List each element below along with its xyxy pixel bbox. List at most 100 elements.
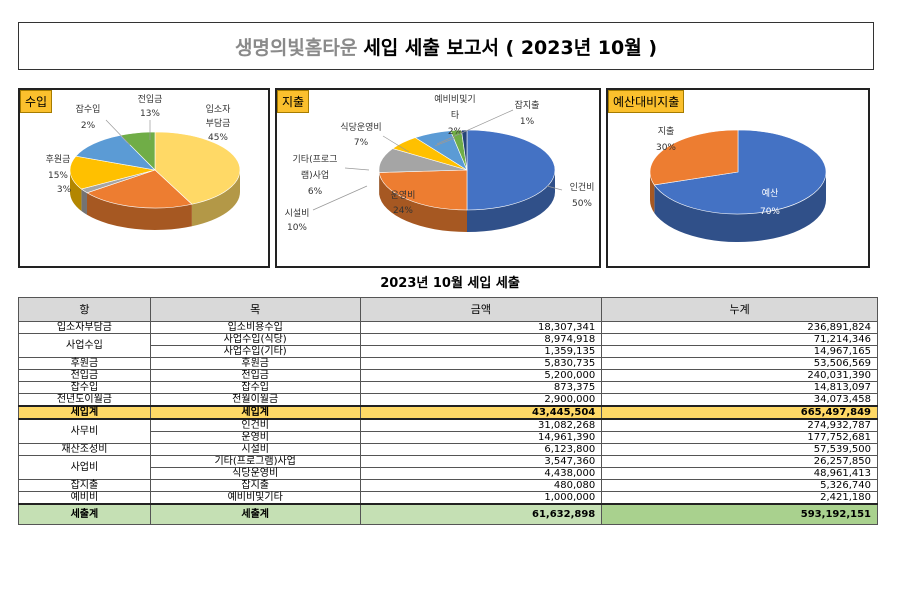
cell-section: 잡지출 — [18, 479, 151, 492]
income-label-resident-pct: 45% — [208, 133, 228, 143]
budget-table: 항 목 금액 누계 입소자부담금 입소비용수입 18,307,341 236,8… — [18, 297, 878, 525]
cell-section: 사업비 — [18, 455, 151, 480]
income-pie-chart: 입소자 부담금 45% 전입금 13% 잡수입 2% 후원금 15% 3% — [46, 93, 241, 230]
income-label-misc: 잡수입 — [76, 103, 101, 115]
cell-section: 세입계 — [18, 405, 151, 420]
cell-cumulative: 274,932,787 — [601, 418, 878, 432]
cell-item: 잡지출 — [149, 479, 361, 492]
pie-side-운영비 — [379, 172, 467, 232]
income-label-transfer-pct: 13% — [140, 109, 160, 119]
pie-side-예산 — [654, 172, 826, 242]
cell-item: 기타(프로그램)사업 — [149, 455, 361, 468]
income-leader-misc — [105, 119, 131, 146]
expense-label-program: 기타(프로그 — [293, 154, 338, 165]
cell-item: 전입금 — [149, 369, 361, 382]
budget-label-budget: 예산 — [762, 188, 779, 199]
income-label-resident-2: 부담금 — [206, 117, 231, 129]
cell-item: 후원금 — [149, 357, 361, 370]
expense-label-cafeteria-pct: 7% — [354, 138, 369, 148]
expense-label-operation-pct: 24% — [393, 206, 413, 216]
table-row: 입소자부담금 입소비용수입 18,307,341 236,891,824 — [18, 321, 878, 334]
budget-label-budget-pct: 70% — [760, 207, 780, 217]
cell-amount: 1,359,135 — [359, 345, 603, 358]
pie-side-사업수입 — [86, 192, 192, 230]
expense-label-reserve-pct: 2% — [448, 127, 463, 137]
expense-label-misc: 잡지출 — [515, 99, 540, 111]
table-header-row: 항 목 금액 누계 — [18, 297, 878, 322]
income-label-donation-pct: 15% — [48, 171, 68, 181]
cell-section: 예비비 — [18, 491, 151, 505]
table-row: 전년도이월금 전월이월금 2,900,000 34,073,458 — [18, 393, 878, 407]
cell-cumulative: 665,497,849 — [601, 405, 878, 420]
income-panel-label: 수입 — [20, 90, 53, 113]
cell-amount: 18,307,341 — [359, 321, 603, 334]
cell-item: 세출계 — [149, 503, 361, 525]
expense-label-cafeteria: 식당운영비 — [340, 122, 381, 133]
pie-side-인건비 — [467, 170, 555, 232]
cell-section: 전년도이월금 — [18, 393, 151, 407]
expense-label-salary: 인건비 — [570, 182, 595, 193]
cell-section: 세출계 — [18, 503, 151, 525]
pie-slice-잡지출 — [461, 129, 468, 171]
cell-cumulative: 26,257,850 — [601, 455, 878, 468]
cell-item: 운영비 — [149, 431, 361, 444]
expense-leader-misc — [436, 109, 514, 145]
expense-panel-label: 지출 — [277, 90, 310, 113]
expense-leader-facility — [312, 185, 368, 211]
cell-item: 인건비 — [149, 418, 361, 432]
cell-amount: 6,123,800 — [359, 443, 603, 456]
pie-slice-지출 — [649, 129, 739, 186]
expense-label-facility: 시설비 — [285, 208, 310, 219]
table-row: 전입금 전입금 5,200,000 240,031,390 — [18, 369, 878, 382]
cell-cumulative: 14,967,165 — [601, 345, 878, 358]
pie-slice-인건비 — [466, 129, 556, 211]
cell-amount: 873,375 — [359, 381, 603, 394]
cell-amount: 480,080 — [359, 479, 603, 492]
table-row: 사무비 인건비 31,082,268 274,932,787 — [18, 418, 878, 444]
pie-slice-운영비 — [378, 169, 468, 211]
expense-leader-cafeteria — [382, 135, 410, 153]
budget-chart-panel: 예산 70% 지출 30% 예산대비지출 — [606, 88, 870, 268]
table-row: 사업수입 사업수입(식당) 8,974,918 71,214,346 — [18, 333, 878, 358]
cell-amount: 1,000,000 — [359, 491, 603, 505]
cell-item: 사업수입(기타) — [149, 345, 361, 358]
pie-slice-예산 — [653, 129, 827, 215]
cell-item: 시설비 — [149, 443, 361, 456]
expense-label-misc-pct: 1% — [520, 117, 535, 127]
title-organization: 생명의빛홈타운 — [234, 36, 358, 59]
cell-item: 세입계 — [149, 405, 361, 420]
table-row: 식당운영비 4,438,000 48,961,413 — [19, 467, 878, 480]
cell-amount: 43,445,504 — [359, 405, 603, 420]
cell-amount: 31,082,268 — [359, 418, 603, 432]
table-row: 예비비 예비비및기타 1,000,000 2,421,180 — [18, 491, 878, 505]
cell-amount: 3,547,360 — [359, 455, 603, 468]
pie-slice-전입금 — [75, 134, 156, 171]
cell-item: 예비비및기타 — [149, 491, 361, 505]
cell-amount: 61,632,898 — [359, 503, 603, 525]
cell-item: 잡수입 — [149, 381, 361, 394]
cell-amount: 14,961,390 — [359, 431, 603, 444]
cell-section: 재산조성비 — [18, 443, 151, 456]
income-label-resident: 입소자 — [206, 103, 232, 115]
cell-amount: 4,438,000 — [359, 467, 603, 480]
expense-label-reserve: 예비비및기 — [434, 93, 475, 105]
cell-cumulative: 236,891,824 — [601, 321, 878, 334]
expense-label-program-pct: 6% — [308, 187, 323, 197]
budget-panel-label: 예산대비지출 — [608, 90, 685, 113]
cell-cumulative: 240,031,390 — [601, 369, 878, 382]
pie-side-지출 — [650, 172, 655, 213]
cell-section: 입소자부담금 — [18, 321, 151, 334]
table-row: 재산조성비 시설비 6,123,800 57,539,500 — [18, 443, 878, 456]
table-subtitle: 2023년 10월 세입 세출 — [380, 276, 520, 291]
table-row: 잡지출 잡지출 480,080 5,326,740 — [18, 479, 878, 492]
cell-cumulative: 593,192,151 — [601, 503, 878, 525]
pie-slice-후원금 — [69, 155, 156, 190]
header-amount: 금액 — [359, 297, 603, 322]
report-title: 생명의빛홈타운 세입 세출 보고서 ( 2023년 10월 ) — [18, 22, 874, 70]
expense-label-reserve-2: 타 — [451, 110, 460, 121]
table-row: 운영비 14,961,390 177,752,681 — [19, 431, 878, 444]
table-row: 사업비 기타(프로그램)사업 3,547,360 26,257,850 — [18, 455, 878, 480]
cell-amount: 5,830,735 — [359, 357, 603, 370]
expense-label-salary-pct: 50% — [572, 199, 592, 209]
cell-amount: 2,900,000 — [359, 393, 603, 407]
